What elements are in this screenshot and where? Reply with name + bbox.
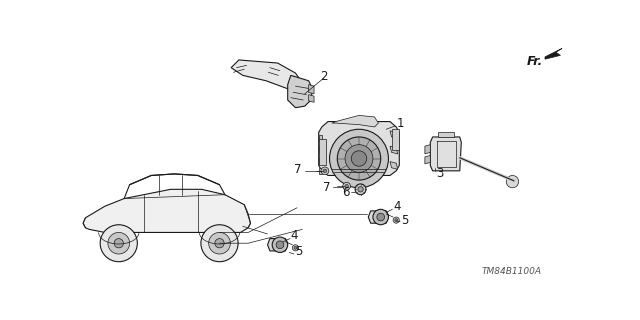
Text: 6: 6	[342, 186, 349, 199]
Circle shape	[276, 241, 284, 249]
Circle shape	[215, 239, 224, 248]
Circle shape	[272, 237, 288, 252]
Circle shape	[108, 232, 130, 254]
Polygon shape	[319, 122, 399, 175]
Text: Fr.: Fr.	[527, 55, 543, 68]
Circle shape	[292, 245, 298, 251]
Circle shape	[358, 187, 364, 192]
Text: 4: 4	[291, 229, 298, 242]
Polygon shape	[308, 84, 314, 94]
Circle shape	[337, 137, 381, 180]
Polygon shape	[319, 139, 326, 165]
Circle shape	[323, 169, 326, 172]
Circle shape	[100, 225, 138, 262]
Circle shape	[294, 246, 297, 249]
Polygon shape	[425, 156, 430, 164]
Text: TM84B1100A: TM84B1100A	[482, 267, 542, 276]
Text: 1: 1	[396, 116, 404, 130]
Circle shape	[345, 145, 373, 172]
Circle shape	[201, 225, 238, 262]
Polygon shape	[83, 189, 250, 232]
Circle shape	[373, 209, 388, 225]
Circle shape	[395, 219, 397, 221]
Circle shape	[355, 184, 366, 195]
Circle shape	[393, 217, 399, 223]
Polygon shape	[308, 95, 314, 102]
Circle shape	[343, 182, 351, 190]
Text: 4: 4	[393, 200, 401, 213]
Text: 7: 7	[323, 180, 330, 194]
Polygon shape	[425, 145, 430, 154]
Polygon shape	[392, 129, 399, 150]
Polygon shape	[319, 146, 322, 152]
Text: 2: 2	[320, 70, 328, 84]
Polygon shape	[390, 131, 397, 139]
Polygon shape	[332, 116, 378, 127]
Text: 5: 5	[401, 214, 408, 227]
Circle shape	[345, 185, 348, 188]
Polygon shape	[390, 146, 397, 154]
Polygon shape	[430, 137, 461, 171]
Circle shape	[351, 151, 367, 166]
Polygon shape	[319, 158, 322, 164]
Polygon shape	[390, 162, 397, 169]
Polygon shape	[288, 75, 312, 108]
Polygon shape	[438, 132, 454, 137]
Polygon shape	[268, 239, 288, 251]
Circle shape	[209, 232, 230, 254]
Circle shape	[321, 167, 329, 175]
Circle shape	[377, 213, 385, 221]
Text: 7: 7	[294, 163, 301, 176]
Polygon shape	[368, 211, 388, 223]
Text: 3: 3	[436, 167, 443, 180]
Polygon shape	[319, 168, 322, 174]
Text: 5: 5	[294, 245, 302, 258]
Circle shape	[506, 175, 518, 188]
Polygon shape	[319, 135, 322, 141]
Polygon shape	[231, 60, 305, 96]
Circle shape	[330, 129, 388, 188]
Circle shape	[114, 239, 124, 248]
Polygon shape	[545, 48, 562, 59]
